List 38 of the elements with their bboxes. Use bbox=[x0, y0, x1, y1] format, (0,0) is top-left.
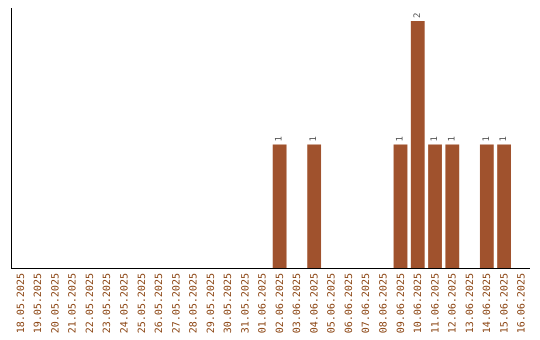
x-tick-label: 08.06.2025 bbox=[378, 273, 390, 334]
x-tick-label: 30.05.2025 bbox=[223, 273, 234, 334]
x-tick-label: 15.06.2025 bbox=[499, 273, 510, 334]
x-tick-label: 04.06.2025 bbox=[309, 273, 320, 334]
x-tick-label: 12.06.2025 bbox=[448, 273, 459, 334]
data-label: 1 bbox=[309, 136, 320, 142]
x-tick-label: 18.05.2025 bbox=[16, 273, 27, 334]
x-tick-label: 07.06.2025 bbox=[361, 273, 372, 334]
x-tick-label: 21.05.2025 bbox=[68, 273, 79, 334]
x-tick-label: 05.06.2025 bbox=[326, 273, 338, 334]
x-tick-label: 22.05.2025 bbox=[84, 273, 96, 334]
x-tick-label: 13.06.2025 bbox=[464, 273, 476, 334]
x-tick-label: 14.06.2025 bbox=[482, 273, 494, 334]
data-label: 1 bbox=[430, 136, 440, 142]
x-tick-label: 16.06.2025 bbox=[516, 273, 528, 334]
x-tick-label: 01.06.2025 bbox=[258, 273, 269, 334]
data-label: 1 bbox=[447, 136, 458, 142]
x-tick-label: 31.05.2025 bbox=[240, 273, 252, 334]
x-tick-label: 09.06.2025 bbox=[396, 273, 407, 334]
data-label: 1 bbox=[274, 136, 285, 142]
data-label: 1 bbox=[499, 136, 510, 142]
x-tick-label: 11.06.2025 bbox=[430, 273, 442, 334]
x-tick-label: 19.05.2025 bbox=[33, 273, 44, 334]
x-tick-label: 28.05.2025 bbox=[188, 273, 200, 334]
x-tick-label: 27.05.2025 bbox=[171, 273, 182, 334]
x-tick-label: 29.05.2025 bbox=[206, 273, 217, 334]
x-tick-label: 26.05.2025 bbox=[154, 273, 166, 334]
x-tick-label: 24.05.2025 bbox=[119, 273, 130, 334]
x-tick-label: 03.06.2025 bbox=[292, 273, 304, 334]
data-label: 1 bbox=[482, 136, 492, 142]
x-tick-label: 23.05.2025 bbox=[102, 273, 114, 334]
x-tick-label: 10.06.2025 bbox=[413, 273, 424, 334]
x-tick-label: 25.05.2025 bbox=[136, 273, 148, 334]
x-tick-label: 02.06.2025 bbox=[274, 273, 286, 334]
data-label: 1 bbox=[396, 136, 406, 142]
data-label: 2 bbox=[412, 12, 423, 18]
x-tick-label: 06.06.2025 bbox=[344, 273, 355, 334]
x-tick-label: 20.05.2025 bbox=[50, 273, 62, 334]
